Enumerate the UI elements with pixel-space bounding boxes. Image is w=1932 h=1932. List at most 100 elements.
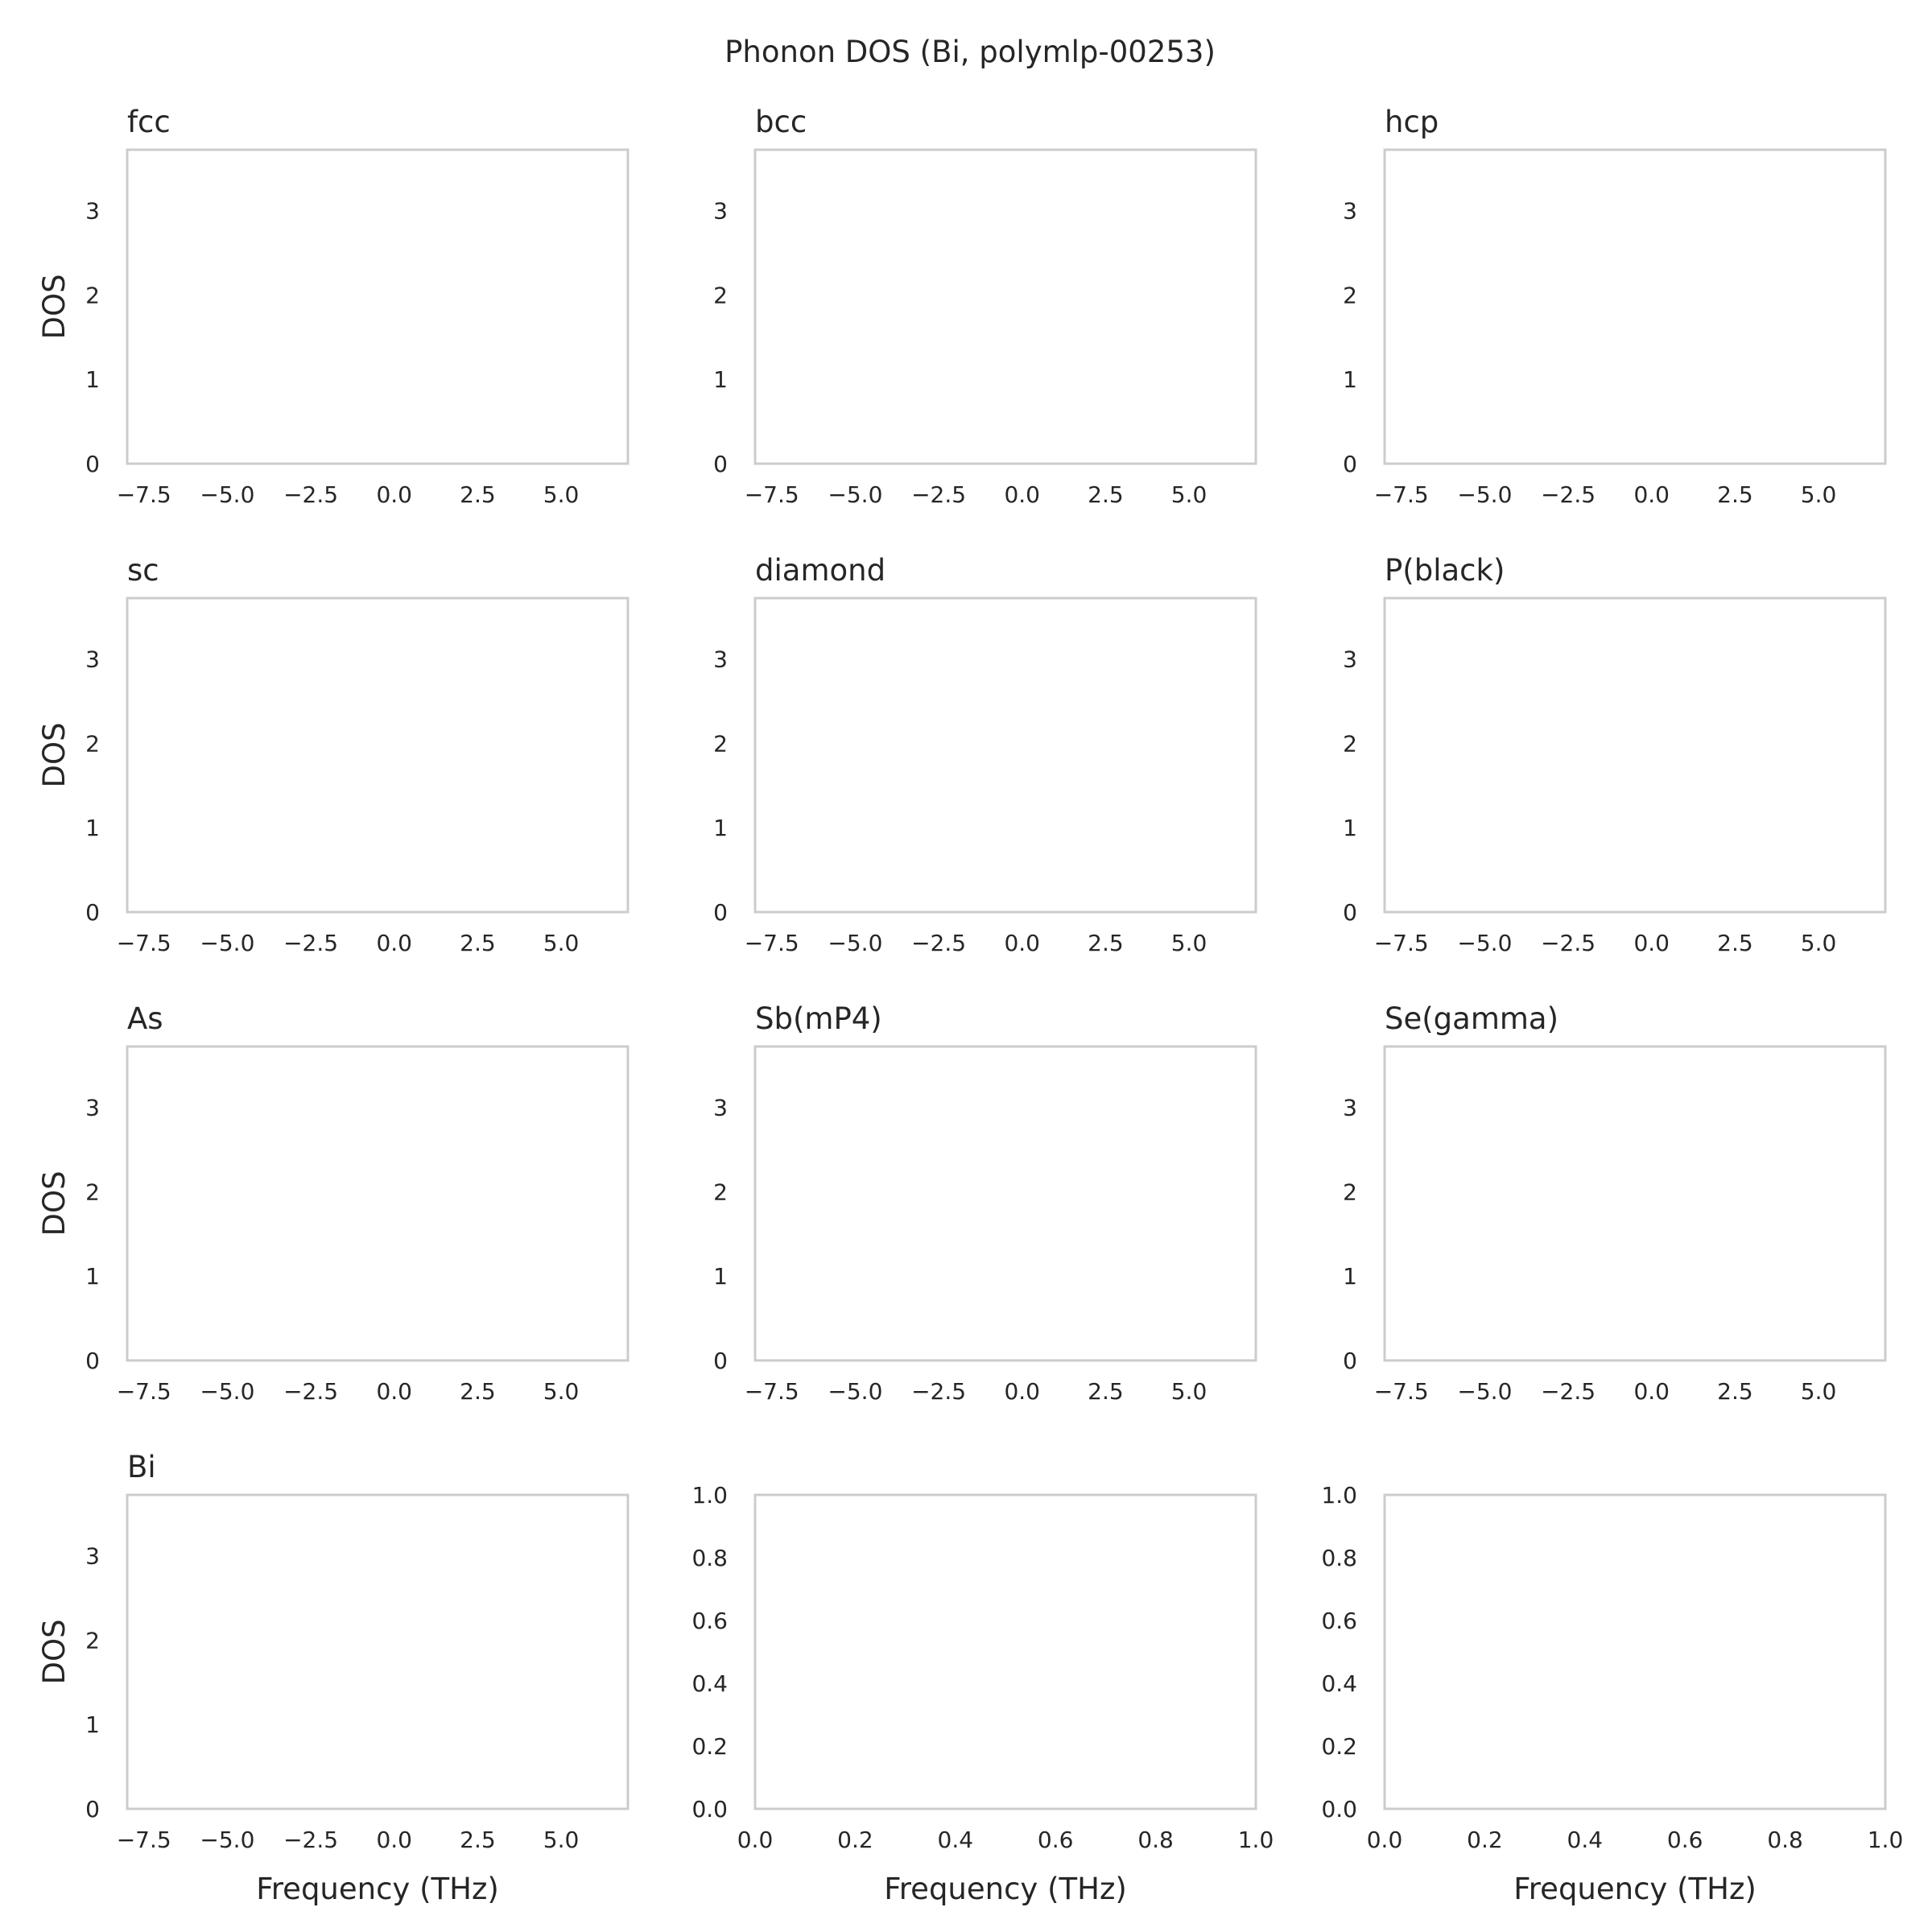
x-tick-label: 0.8 (1137, 1827, 1174, 1853)
y-tick-label: 1 (713, 815, 728, 841)
x-tick-label: 5.0 (543, 1827, 580, 1853)
x-tick-label: 0.0 (376, 1378, 412, 1405)
subplot-title: diamond (755, 553, 886, 588)
x-tick-label: 0.2 (1467, 1827, 1503, 1853)
subplot-title: bcc (755, 105, 807, 139)
x-tick-label: −7.5 (117, 481, 171, 508)
y-tick-label: 0 (1343, 451, 1357, 477)
y-tick-label: 0.2 (691, 1733, 728, 1760)
y-tick-label: 2 (1343, 1179, 1357, 1205)
x-axis-label: Frequency (THz) (884, 1872, 1127, 1906)
axes-frame (126, 597, 630, 914)
y-tick-label: 1 (1343, 815, 1357, 841)
y-tick-label: 3 (85, 1542, 100, 1569)
subplot-as: −7.5 −5.0 −2.5 0.0 2.5 5.0 0 1 2 3 As DOS (37, 1001, 630, 1405)
x-tick-label: 5.0 (1801, 930, 1837, 956)
y-axis-label: DOS (37, 1170, 72, 1236)
y-tick-label: 1 (85, 815, 100, 841)
y-tick-label: 0.4 (691, 1670, 728, 1697)
x-tick-label: 0.8 (1767, 1827, 1803, 1853)
y-tick-label: 3 (85, 646, 100, 672)
y-tick-label: 0 (85, 451, 100, 477)
x-tick-label: −7.5 (1374, 930, 1429, 956)
x-axis-label: Frequency (THz) (256, 1872, 499, 1906)
y-tick-label: 0 (85, 1796, 100, 1823)
y-tick-label: 2 (1343, 730, 1357, 757)
x-tick-label: −5.0 (200, 481, 254, 508)
y-tick-label: 2 (85, 730, 100, 757)
x-tick-label: 5.0 (1171, 481, 1208, 508)
y-tick-label: 3 (1343, 646, 1357, 672)
x-tick-label: −2.5 (911, 930, 966, 956)
x-tick-label: −2.5 (1541, 930, 1596, 956)
y-tick-label: 0.0 (691, 1796, 728, 1823)
x-tick-label: 2.5 (1717, 1378, 1753, 1405)
subplot-p-black: −7.5 −5.0 −2.5 0.0 2.5 5.0 0 1 2 3 P(black) (1343, 553, 1887, 956)
subplot-title: sc (127, 553, 159, 588)
y-tick-label: 1 (85, 366, 100, 393)
y-tick-label: 0.0 (1321, 1796, 1357, 1823)
y-tick-label: 0.8 (691, 1545, 728, 1571)
x-tick-label: 0.0 (1367, 1827, 1403, 1853)
x-tick-label: 0.0 (1004, 1378, 1040, 1405)
y-tick-label: 1 (1343, 366, 1357, 393)
x-tick-label: −2.5 (911, 1378, 966, 1405)
x-tick-label: −5.0 (828, 1378, 882, 1405)
x-tick-label: −7.5 (117, 1378, 171, 1405)
x-tick-label: 5.0 (543, 930, 580, 956)
axes-frame (753, 148, 1257, 465)
subplot-title: fcc (127, 105, 171, 139)
y-tick-label: 0.4 (1321, 1670, 1357, 1697)
subplot-fcc: −7.5 −5.0 −2.5 0.0 2.5 5.0 0 1 2 3 fcc DOS (37, 105, 630, 508)
x-tick-label: 2.5 (1717, 930, 1753, 956)
x-tick-label: 5.0 (1171, 930, 1208, 956)
axes-frame (126, 1493, 630, 1810)
y-tick-label: 0 (1343, 899, 1357, 926)
axes-frame (753, 1045, 1257, 1362)
y-tick-label: 1 (1343, 1263, 1357, 1290)
x-tick-label: −7.5 (745, 481, 799, 508)
axes-frame (1383, 1493, 1887, 1810)
y-axis-label: DOS (37, 722, 72, 787)
x-tick-label: 0.6 (1038, 1827, 1074, 1853)
y-tick-label: 0 (85, 1348, 100, 1374)
subplot-title: Sb(mP4) (755, 1001, 882, 1036)
x-tick-label: 0.0 (737, 1827, 774, 1853)
axes-frame (126, 148, 630, 465)
x-tick-label: 2.5 (460, 481, 496, 508)
x-tick-label: 0.0 (1004, 481, 1040, 508)
axes-frame (753, 597, 1257, 914)
y-tick-label: 0 (713, 899, 728, 926)
y-tick-label: 3 (1343, 1094, 1357, 1121)
x-tick-label: −5.0 (1457, 1378, 1512, 1405)
x-tick-label: −5.0 (200, 1378, 254, 1405)
x-tick-label: 0.6 (1667, 1827, 1703, 1853)
y-axis-label: DOS (37, 274, 72, 339)
x-tick-label: −5.0 (828, 481, 882, 508)
x-tick-label: 0.0 (376, 481, 412, 508)
y-tick-label: 1.0 (691, 1482, 728, 1509)
x-tick-label: −2.5 (1541, 481, 1596, 508)
y-tick-label: 1 (713, 1263, 728, 1290)
subplot-hcp: −7.5 −5.0 −2.5 0.0 2.5 5.0 0 1 2 3 hcp (1343, 105, 1887, 508)
x-tick-label: 5.0 (1801, 481, 1837, 508)
x-tick-label: 2.5 (1088, 1378, 1124, 1405)
x-tick-label: 2.5 (460, 930, 496, 956)
x-tick-label: 2.5 (460, 1827, 496, 1853)
x-tick-label: −5.0 (200, 930, 254, 956)
axes-frame (1383, 597, 1887, 914)
y-tick-label: 2 (713, 1179, 728, 1205)
y-tick-label: 1 (85, 1711, 100, 1738)
axes-frame (1383, 148, 1887, 465)
subplot-title: As (127, 1001, 163, 1036)
y-tick-label: 3 (713, 197, 728, 224)
subplot-title: hcp (1385, 105, 1439, 139)
x-tick-label: 5.0 (543, 1378, 580, 1405)
y-tick-label: 3 (713, 646, 728, 672)
figure-title: Phonon DOS (Bi, polymlp-00253) (724, 35, 1216, 69)
x-tick-label: 2.5 (460, 1378, 496, 1405)
x-tick-label: 5.0 (1801, 1378, 1837, 1405)
x-tick-label: 0.0 (1633, 930, 1670, 956)
x-tick-label: 1.0 (1868, 1827, 1904, 1853)
